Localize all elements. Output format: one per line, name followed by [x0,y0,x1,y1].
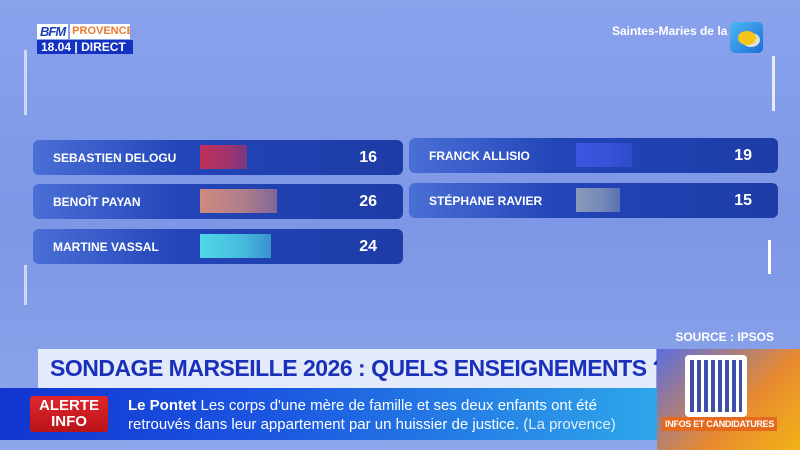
chart-bar [576,143,633,167]
bar-value: 24 [359,237,377,255]
sun-cloud-icon [730,22,763,53]
channel-logo: BFM PROVENCE [37,24,131,39]
qr-label: INFOS ET CANDIDATURES [662,417,778,431]
candidate-name: SEBASTIEN DELOGU [53,150,177,165]
qr-code[interactable] [685,355,747,417]
candidate-name: STÉPHANE RAVIER [429,193,543,208]
live-label: DIRECT [81,40,126,54]
time: 18.04 [41,40,72,54]
region-label: PROVENCE [70,24,131,39]
chart-row: FRANCK ALLISIO 19 [409,138,778,173]
chart-bar [576,188,621,212]
chart-row: STÉPHANE RAVIER 15 [409,183,778,218]
alert-badge: ALERTE INFO [30,396,108,432]
alert-line2: INFO [51,413,87,430]
source-label: SOURCE : IPSOS [675,330,774,344]
chart-bar [200,189,277,213]
news-credit: (La provence) [523,416,616,433]
bar-value: 19 [734,146,752,164]
candidate-name: MARTINE VASSAL [53,239,159,254]
bar-value: 15 [734,191,752,209]
bar-value: 16 [359,148,377,166]
news-ticker [0,388,657,440]
weather-location: Saintes-Maries de la Mer [611,24,752,38]
chart-bar [200,145,248,169]
chart-row: MARTINE VASSAL 24 [33,229,403,264]
headline-banner: SONDAGE MARSEILLE 2026 : QUELS ENSEIGNEM… [38,349,667,388]
chart-row: SEBASTIEN DELOGU 16 [33,140,403,175]
chart-bar [200,234,271,258]
news-text: Le Pontet Les corps d'une mère de famill… [128,396,648,434]
decor-tick [24,50,27,115]
decor-tick [24,265,27,305]
candidate-name: BENOÎT PAYAN [53,194,141,209]
bfm-logo: BFM [37,24,69,39]
live-clock: 18.04 | DIRECT [37,40,133,54]
alert-line1: ALERTE [39,397,99,414]
decor-tick [768,240,771,274]
decor-tick [772,56,775,111]
bar-value: 26 [359,192,377,210]
candidate-name: FRANCK ALLISIO [429,148,530,163]
news-body: Les corps d'une mère de famille et ses d… [128,397,597,433]
news-place: Le Pontet [128,397,197,414]
chart-row: BENOÎT PAYAN 26 [33,184,403,219]
